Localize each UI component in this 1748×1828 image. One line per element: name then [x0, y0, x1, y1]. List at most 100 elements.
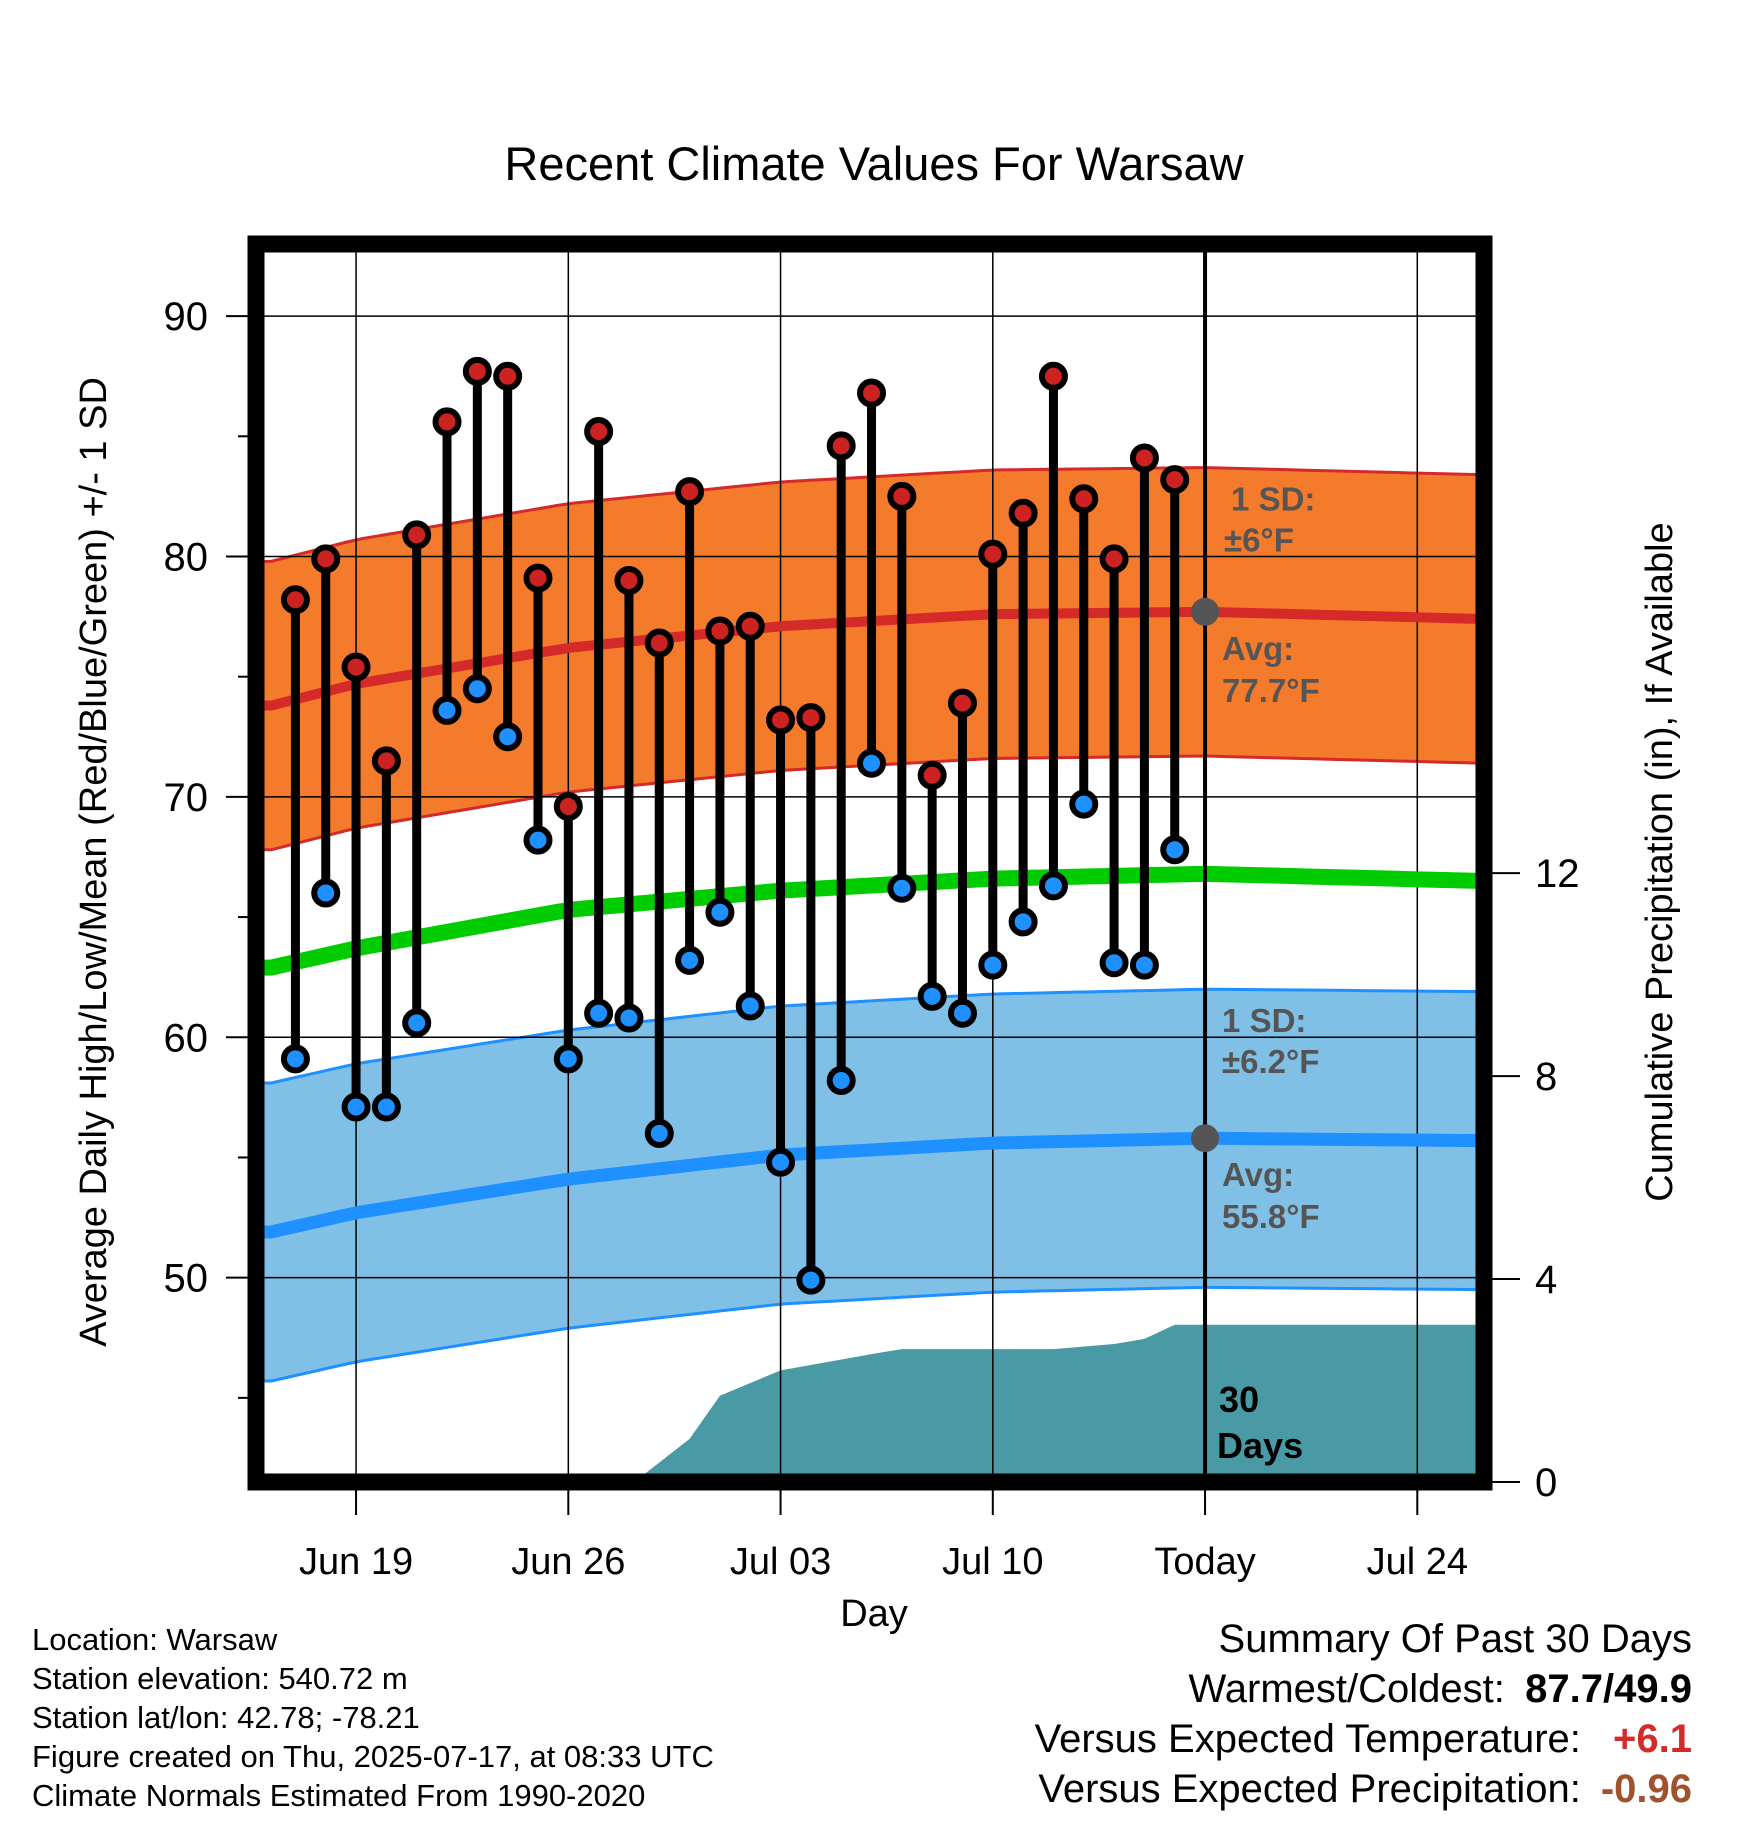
normals-text: Climate Normals Estimated From 1990-2020 [32, 1778, 646, 1813]
daily-high-point [341, 652, 371, 682]
daily-low-point [705, 897, 735, 927]
daily-low-point [614, 1003, 644, 1033]
daily-high-point [462, 356, 492, 386]
y2-tick-label: 4 [1535, 1258, 1557, 1302]
daily-low-point [432, 695, 462, 725]
x-tick-label: Jul 10 [942, 1541, 1043, 1583]
y2-tick-label: 0 [1535, 1461, 1557, 1505]
daily-high-point [1008, 498, 1038, 528]
warmest-coldest-value: 87.7/49.9 [1525, 1667, 1692, 1711]
daily-high-point [402, 520, 432, 550]
daily-high-point [1160, 465, 1190, 495]
daily-high-point [675, 477, 705, 507]
location-text: Location: Warsaw [32, 1622, 278, 1657]
days-word-label: Days [1217, 1425, 1303, 1466]
temp-departure-label: Versus Expected Temperature: [1034, 1717, 1581, 1761]
summary-title: Summary Of Past 30 Days [1218, 1617, 1692, 1661]
daily-high-point [947, 688, 977, 718]
daily-low-point [1008, 907, 1038, 937]
precip-departure-row: Versus Expected Precipitation: -0.96 [1035, 1764, 1692, 1814]
daily-high-point [735, 611, 765, 641]
y-tick-label: 80 [164, 536, 209, 580]
precip-departure-value: -0.96 [1600, 1767, 1692, 1811]
cumulative-precip-area [271, 1324, 1484, 1482]
daily-low-point [644, 1118, 674, 1148]
y-tick-label: 60 [164, 1016, 209, 1060]
daily-high-point [371, 746, 401, 776]
daily-low-point [311, 878, 341, 908]
avg-low-line [256, 1131, 1485, 1239]
daily-low-point [493, 722, 523, 752]
daily-high-point [978, 539, 1008, 569]
low-avg-label: Avg: [1222, 1156, 1294, 1193]
temp-departure-value: +6.1 [1613, 1717, 1692, 1761]
latlon-text: Station lat/lon: 42.78; -78.21 [32, 1700, 420, 1735]
daily-high-point [826, 431, 856, 461]
created-text: Figure created on Thu, 2025-07-17, at 08… [32, 1739, 714, 1774]
high-avg-label: Avg: [1222, 630, 1294, 667]
low-sd-band-upper-edge [256, 987, 1485, 1085]
low-sd-label: 1 SD: [1222, 1002, 1306, 1039]
today-avg-high-marker [1191, 597, 1220, 626]
daily-high-point [887, 481, 917, 511]
x-tick-label: Jul 24 [1367, 1541, 1468, 1583]
daily-low-point [1099, 948, 1129, 978]
temp-departure-row: Versus Expected Temperature: +6.1 [1035, 1714, 1692, 1764]
low-sd-band [256, 989, 1484, 1382]
daily-high-point [584, 417, 614, 447]
summary-panel: Summary Of Past 30 Days Warmest/Coldest:… [1035, 1614, 1692, 1814]
daily-low-point [1129, 950, 1159, 980]
avg-mean-line [256, 865, 1485, 976]
daily-high-point [614, 566, 644, 596]
warmest-coldest-label: Warmest/Coldest: [1188, 1667, 1505, 1711]
daily-high-point [493, 361, 523, 391]
daily-low-point [796, 1265, 826, 1295]
y-axis-label: Average Daily High/Low/Mean (Red/Blue/Gr… [73, 377, 115, 1347]
daily-low-point [1038, 871, 1068, 901]
daily-low-point [523, 825, 553, 855]
today-avg-low-marker [1191, 1124, 1220, 1153]
daily-low-point [675, 945, 705, 975]
precip-departure-label: Versus Expected Precipitation: [1038, 1767, 1581, 1811]
daily-low-point [341, 1092, 371, 1122]
daily-high-point [432, 407, 462, 437]
x-tick-label: Jul 03 [730, 1541, 831, 1583]
low-sd-value: ±6.2°F [1222, 1043, 1319, 1080]
daily-high-point [280, 585, 310, 615]
high-avg-value: 77.7°F [1222, 672, 1320, 709]
daily-low-point [402, 1008, 432, 1038]
daily-low-point [766, 1147, 796, 1177]
daily-high-point [705, 616, 735, 646]
daily-low-point [462, 674, 492, 704]
warmest-coldest-row: Warmest/Coldest: 87.7/49.9 [1035, 1664, 1693, 1714]
daily-low-point [371, 1092, 401, 1122]
daily-high-point [766, 705, 796, 735]
daily-high-point [1099, 544, 1129, 574]
daily-low-point [584, 998, 614, 1028]
x-tick-label: Jun 26 [511, 1541, 625, 1583]
chart-title: Recent Climate Values For Warsaw [504, 137, 1244, 190]
daily-high-point [796, 703, 826, 733]
daily-low-point [887, 873, 917, 903]
daily-high-point [1069, 484, 1099, 514]
high-sd-label: 1 SD: [1231, 481, 1315, 518]
station-info: Location: Warsaw Station elevation: 540.… [32, 1620, 714, 1815]
high-sd-value: ±6°F [1224, 522, 1294, 559]
daily-low-point [978, 950, 1008, 980]
y-tick-label: 50 [164, 1257, 209, 1301]
days-count-label: 30 [1219, 1379, 1259, 1420]
y2-tick-label: 8 [1535, 1055, 1557, 1099]
daily-low-point [735, 991, 765, 1021]
low-sd-band-lower-edge [256, 1285, 1485, 1383]
daily-low-point [1160, 835, 1190, 865]
elevation-text: Station elevation: 540.72 m [32, 1661, 408, 1696]
daily-high-point [523, 563, 553, 593]
y2-tick-label: 12 [1535, 852, 1580, 896]
daily-low-point [553, 1044, 583, 1074]
daily-high-point [644, 628, 674, 658]
daily-high-point [1129, 443, 1159, 473]
daily-low-point [917, 981, 947, 1011]
daily-low-point [826, 1066, 856, 1096]
y-tick-label: 90 [164, 295, 209, 339]
